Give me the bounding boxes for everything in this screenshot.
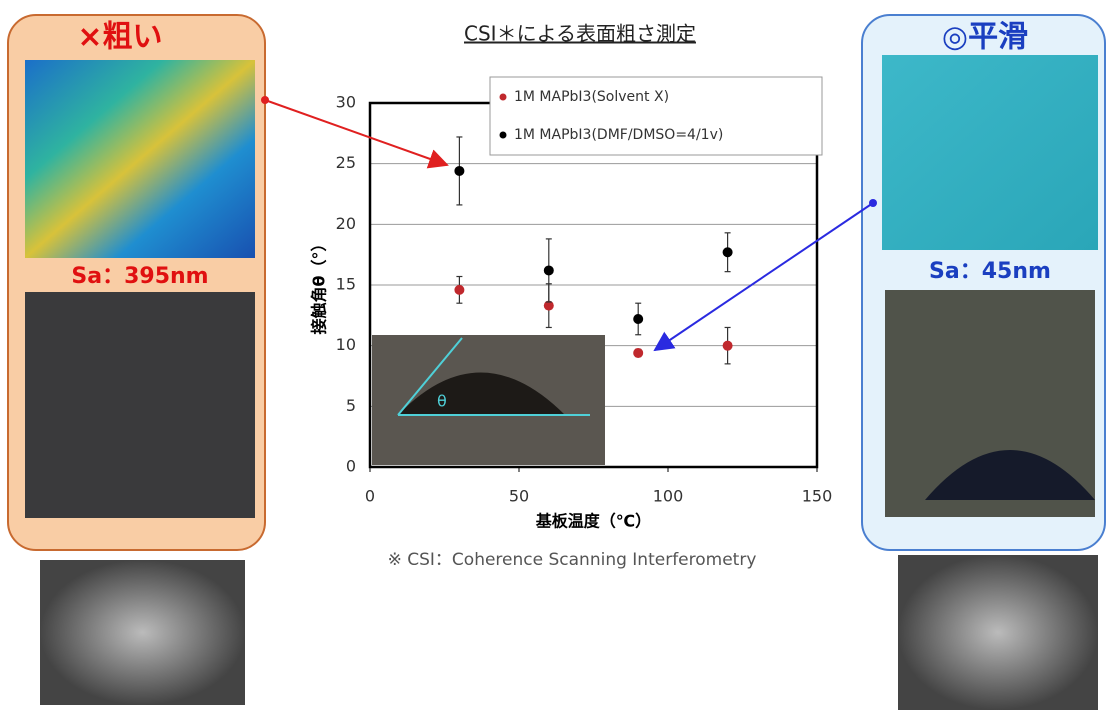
x-tick-label: 100 <box>653 487 684 506</box>
point <box>543 265 554 276</box>
y-tick-label: 25 <box>336 153 356 172</box>
y-axis-label: 接触角θ（°） <box>310 236 329 335</box>
droplet <box>398 372 565 415</box>
y-tick-label: 5 <box>346 396 356 415</box>
point <box>454 284 465 295</box>
legend-label: 1M MAPbI3(Solvent X) <box>514 89 669 105</box>
legend-marker <box>499 93 507 101</box>
legend-label: 1M MAPbI3(DMF/DMSO=4/1v) <box>514 127 723 143</box>
arrow <box>264 99 449 169</box>
x-axis-label: 基板温度（℃） <box>535 512 651 531</box>
inset-label: θ <box>437 392 447 411</box>
y-tick-label: 0 <box>346 457 356 476</box>
chart-title: CSI＊による表面粗さ測定 <box>464 22 696 46</box>
right-label: ◎平滑 <box>942 20 1028 55</box>
arrow <box>653 202 874 352</box>
arrow-dot <box>869 199 877 207</box>
point <box>633 313 644 324</box>
footnote: ※ CSI：Coherence Scanning Interferometry <box>388 550 757 570</box>
point <box>633 347 644 358</box>
y-tick-label: 20 <box>336 214 356 233</box>
point <box>543 300 554 311</box>
left-label: ×粗い <box>77 20 162 55</box>
point <box>454 165 465 176</box>
x-tick-label: 0 <box>365 487 375 506</box>
sem-image <box>40 560 245 705</box>
left-sa: Sa：395nm <box>71 264 208 289</box>
afm-image <box>25 60 255 258</box>
afm-image <box>882 55 1098 250</box>
film-photo <box>25 292 255 518</box>
y-tick-label: 30 <box>336 93 356 112</box>
legend-box <box>489 76 823 156</box>
y-tick-label: 15 <box>336 275 356 294</box>
point <box>722 247 733 258</box>
y-tick-label: 10 <box>336 335 356 354</box>
arrow-dot <box>261 96 269 104</box>
legend-marker <box>499 131 507 139</box>
point <box>722 340 733 351</box>
x-tick-label: 150 <box>802 487 833 506</box>
x-tick-label: 50 <box>509 487 529 506</box>
right-sa: Sa：45nm <box>929 259 1051 284</box>
droplet <box>925 450 1095 500</box>
sem-image <box>898 555 1098 710</box>
inset-line <box>397 337 463 416</box>
